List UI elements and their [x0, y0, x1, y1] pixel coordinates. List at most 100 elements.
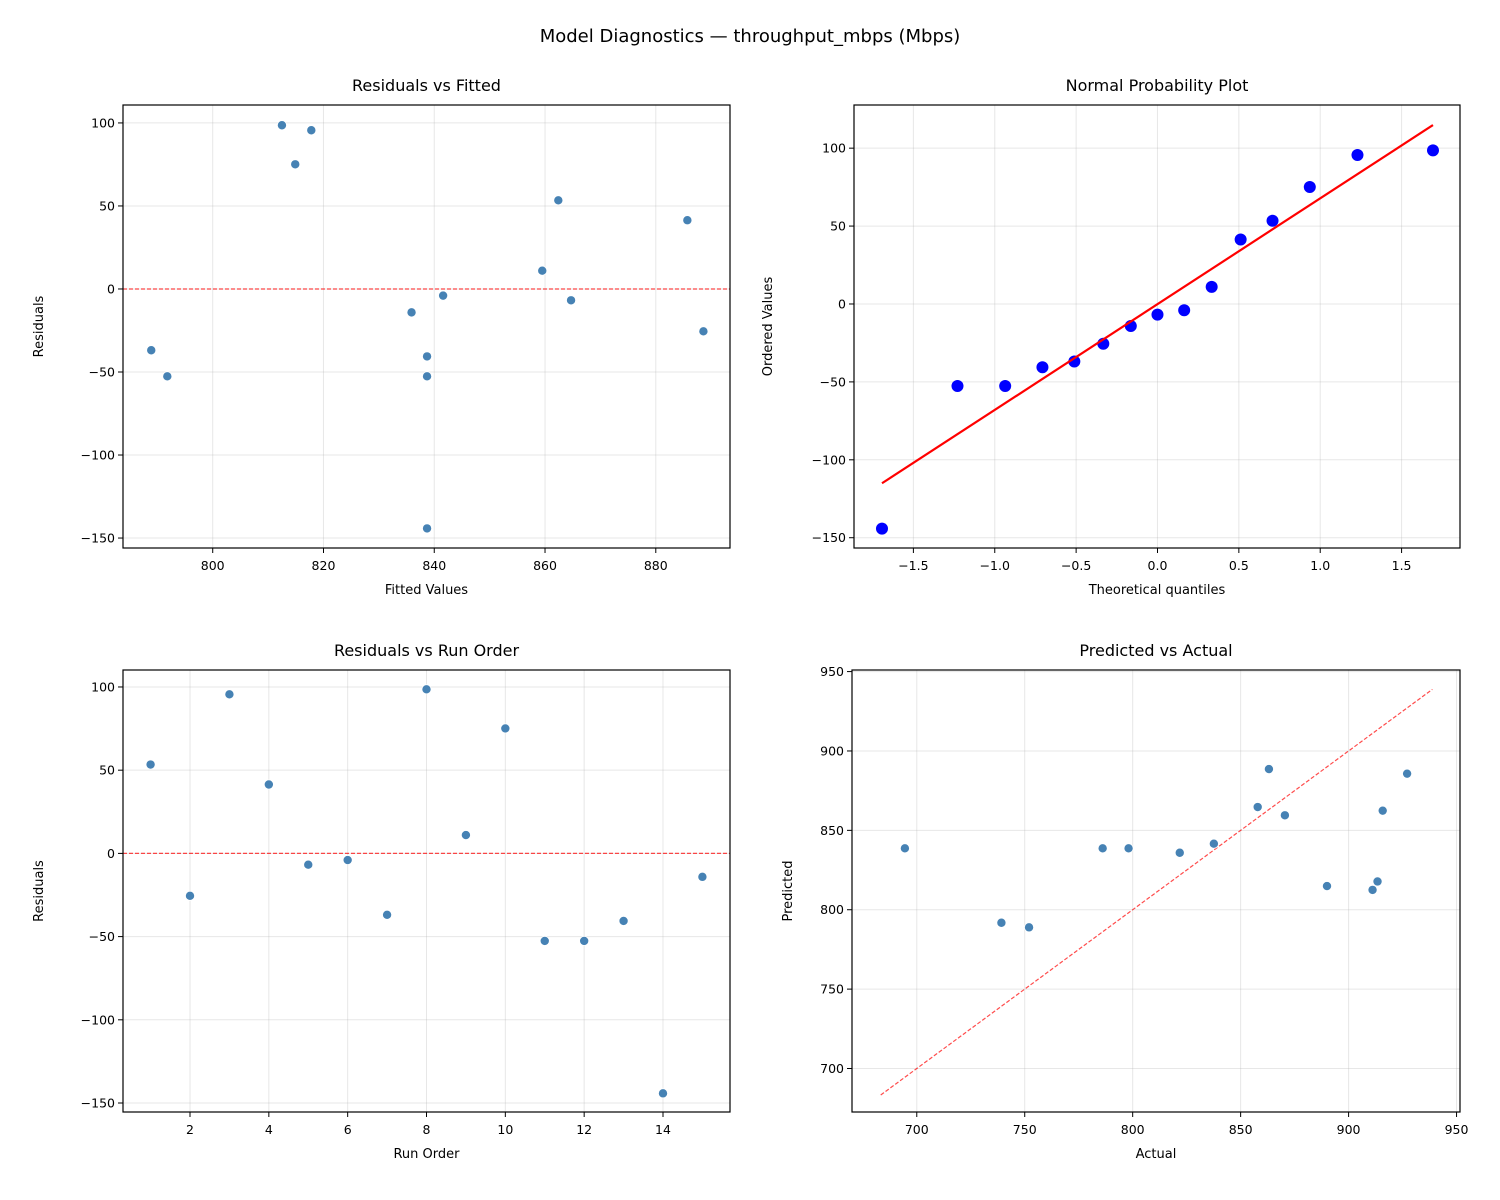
y-tick-label: 750: [820, 982, 844, 997]
y-tick-label: −50: [89, 364, 115, 379]
data-point: [1151, 308, 1164, 321]
data-point: [1372, 876, 1383, 887]
y-tick-label: 0: [107, 846, 115, 861]
y-tick-label: −150: [81, 1096, 115, 1111]
x-axis-label: Fitted Values: [385, 583, 468, 598]
data-point: [1174, 847, 1185, 858]
data-point: [1205, 280, 1218, 293]
x-tick-label: 8: [423, 1122, 431, 1137]
data-point: [263, 779, 274, 790]
y-axis-label: Residuals: [32, 860, 47, 922]
data-point: [539, 935, 550, 946]
data-point: [422, 371, 433, 382]
data-point: [290, 159, 301, 170]
y-tick-label: −150: [81, 531, 115, 546]
data-point: [1208, 838, 1219, 849]
data-point: [146, 345, 157, 356]
data-point: [276, 120, 287, 131]
x-tick-label: 750: [1013, 1122, 1037, 1137]
data-point: [697, 871, 708, 882]
data-point: [618, 915, 629, 926]
panel-title: Residuals vs Run Order: [334, 641, 520, 660]
residuals-vs-fitted-panel: 800 820 840 860 880 −150 −100 −50 0 50 100 Residual…: [32, 76, 731, 598]
data-point: [566, 295, 577, 306]
x-tick-label: 4: [265, 1122, 273, 1137]
x-tick-label: 850: [1229, 1122, 1253, 1137]
data-point: [1426, 144, 1439, 157]
data-point: [698, 326, 709, 337]
x-tick-label: 0.0: [1148, 558, 1168, 573]
y-tick-label: 0: [838, 296, 846, 311]
y-tick-label: 0: [107, 281, 115, 296]
x-tick-label: −1.0: [980, 558, 1010, 573]
data-point: [553, 195, 564, 206]
axes-frame: [122, 669, 731, 1113]
y-tick-label: 100: [91, 115, 115, 130]
x-tick-label: 800: [1121, 1122, 1145, 1137]
panel-title: Predicted vs Actual: [1079, 641, 1232, 660]
y-tick-label: −100: [81, 1012, 115, 1027]
data-point: [657, 1088, 668, 1099]
subplots: 800 820 840 860 880−150−100−50050100Residual…: [32, 76, 1469, 1162]
panel-title: Residuals vs Fitted: [352, 76, 501, 95]
figure-title: Model Diagnostics — throughput_mbps (Mbp…: [540, 26, 961, 47]
data-point: [999, 379, 1012, 392]
data-point: [1402, 768, 1413, 779]
y-tick-label: 50: [99, 763, 115, 778]
x-tick-label: 14: [655, 1122, 671, 1137]
x-tick-label: 1.5: [1392, 558, 1412, 573]
data-point: [1178, 304, 1191, 317]
data-point: [1234, 233, 1247, 246]
data-point: [1036, 361, 1049, 374]
y-tick-label: −100: [812, 452, 846, 467]
data-point: [185, 890, 196, 901]
axes-frame: [122, 104, 731, 549]
x-tick-label: 12: [576, 1122, 592, 1137]
y-tick-label: −150: [812, 530, 846, 545]
x-tick-label: 2: [186, 1122, 194, 1137]
x-tick-label: 800: [201, 558, 225, 573]
data-point: [1377, 805, 1388, 816]
data-point: [1097, 843, 1108, 854]
axes-frame: [851, 669, 1461, 1113]
y-tick-label: −50: [89, 929, 115, 944]
data-point: [303, 859, 314, 870]
data-point: [996, 917, 1007, 928]
residuals-vs-run-order-panel: 2 4 6 8 10 12 14 −150 −100 −50 0 50 100 Residuals vs …: [32, 641, 731, 1162]
data-point: [162, 371, 173, 382]
data-point: [406, 307, 417, 318]
y-tick-label: 50: [99, 198, 115, 213]
x-tick-label: 700: [905, 1122, 929, 1137]
data-point: [899, 843, 910, 854]
data-point: [875, 522, 888, 535]
y-tick-label: 50: [830, 219, 846, 234]
data-point: [224, 689, 235, 700]
data-point: [421, 684, 432, 695]
y-tick-label: 100: [91, 679, 115, 694]
data-point: [382, 909, 393, 920]
identity-reference-line: [880, 688, 1433, 1096]
data-point: [438, 290, 449, 301]
y-axis-label: Ordered Values: [761, 277, 776, 377]
plot-area: [123, 684, 730, 1099]
x-axis-label: Actual: [1136, 1147, 1177, 1162]
data-point: [1263, 764, 1274, 775]
x-axis-label: Theoretical quantiles: [1088, 583, 1226, 598]
y-axis-label: Residuals: [32, 295, 47, 357]
data-point: [1068, 355, 1081, 368]
data-point: [1279, 810, 1290, 821]
data-point: [145, 759, 156, 770]
x-tick-label: 880: [644, 558, 668, 573]
data-point: [579, 935, 590, 946]
data-point: [951, 379, 964, 392]
predicted-vs-actual-panel: 700 750 800 850 900 950 700 750 800 850 900 950 Pred…: [781, 641, 1469, 1162]
y-axis-label: Predicted: [781, 860, 796, 921]
data-point: [1024, 922, 1035, 933]
data-point: [537, 265, 548, 276]
plot-area: [875, 124, 1439, 535]
y-tick-label: 950: [820, 664, 844, 679]
data-point: [306, 125, 317, 136]
x-tick-label: 950: [1445, 1122, 1469, 1137]
